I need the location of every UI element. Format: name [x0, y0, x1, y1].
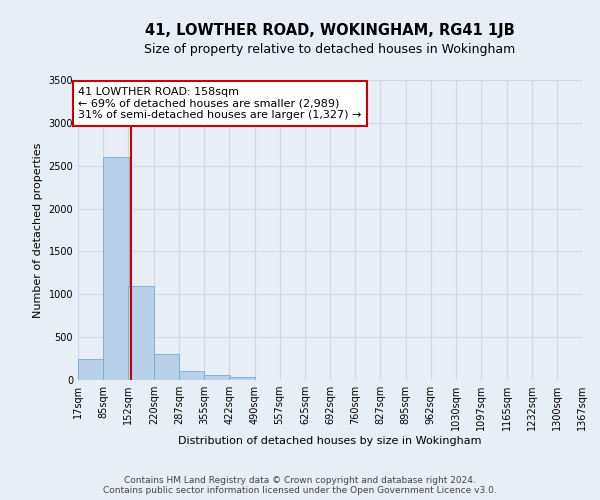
Text: Contains HM Land Registry data © Crown copyright and database right 2024.
Contai: Contains HM Land Registry data © Crown c…	[103, 476, 497, 495]
Bar	[78, 358, 103, 380]
Bar	[179, 372, 204, 380]
Bar	[103, 157, 129, 380]
Bar	[154, 354, 179, 380]
Bar	[128, 286, 154, 380]
Bar	[204, 375, 230, 380]
X-axis label: Distribution of detached houses by size in Wokingham: Distribution of detached houses by size …	[178, 436, 482, 446]
Text: 41 LOWTHER ROAD: 158sqm
← 69% of detached houses are smaller (2,989)
31% of semi: 41 LOWTHER ROAD: 158sqm ← 69% of detache…	[79, 87, 362, 120]
Bar	[229, 378, 254, 380]
Text: 41, LOWTHER ROAD, WOKINGHAM, RG41 1JB: 41, LOWTHER ROAD, WOKINGHAM, RG41 1JB	[145, 22, 515, 38]
Y-axis label: Number of detached properties: Number of detached properties	[33, 142, 43, 318]
Text: Size of property relative to detached houses in Wokingham: Size of property relative to detached ho…	[145, 42, 515, 56]
